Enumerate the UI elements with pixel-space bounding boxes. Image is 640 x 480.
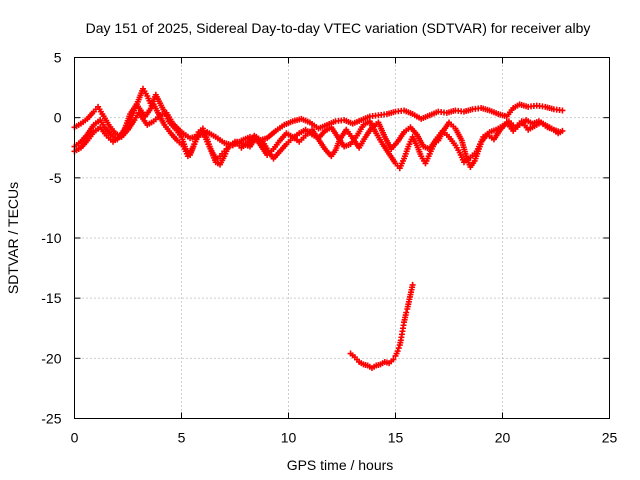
x-axis-label: GPS time / hours [287,457,394,473]
y-tick-label: 5 [54,50,62,66]
x-tick-label: 15 [388,430,404,446]
data-point [390,356,397,363]
data-point [395,345,402,352]
axis-ticks: 0 5 10 15 20 25 5 0 -5 -10 -15 -20 -25 [41,50,617,446]
grid-lines [74,57,610,419]
y-tick-label: 0 [54,110,62,126]
y-tick-label: -20 [41,350,61,366]
data-point [559,107,566,114]
series-trace-c [71,85,566,168]
data-point [394,348,401,355]
y-tick-label: -15 [41,290,61,306]
chart-title: Day 151 of 2025, Sidereal Day-to-day VTE… [86,20,591,36]
x-tick-label: 10 [281,430,297,446]
series-trace-d [347,281,416,371]
data-point [559,127,566,134]
x-tick-label: 25 [602,430,618,446]
x-tick-label: 20 [495,430,511,446]
data-points [71,85,566,371]
y-tick-label: -5 [49,170,62,186]
y-tick-label: -10 [41,230,61,246]
data-point [403,309,410,316]
y-tick-label: -25 [41,411,61,427]
data-point [409,281,416,288]
y-axis-label: SDTVAR / TECUs [5,182,21,294]
x-tick-label: 5 [178,430,186,446]
x-tick-label: 0 [71,430,79,446]
